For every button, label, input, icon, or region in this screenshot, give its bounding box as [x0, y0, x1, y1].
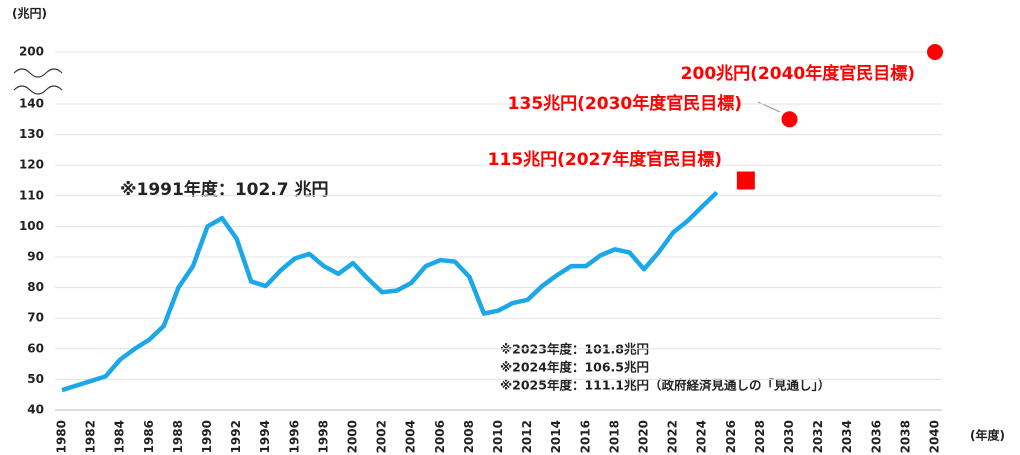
x-tick-label: 2002 — [375, 420, 389, 453]
y-tick-label: 200 — [19, 45, 44, 59]
x-tick-label: 2012 — [520, 420, 534, 453]
x-tick-label: 2006 — [433, 420, 447, 453]
x-tick-label: 1982 — [84, 420, 98, 453]
target-marker — [736, 171, 755, 190]
x-tick-label: 2014 — [549, 420, 563, 453]
x-tick-label: 2000 — [346, 420, 360, 453]
x-tick-label: 1998 — [316, 420, 330, 453]
y-tick-label: 100 — [19, 219, 44, 233]
x-tick-label: 2034 — [840, 420, 854, 453]
x-tick-label: 2028 — [753, 420, 767, 453]
y-tick-label: 110 — [19, 188, 44, 202]
x-tick-label: 2036 — [869, 420, 883, 453]
x-tick-label: 2018 — [607, 420, 621, 453]
x-tick-label: 2022 — [666, 420, 680, 453]
x-tick-label: 2016 — [578, 420, 592, 453]
y-tick-label: 40 — [27, 403, 44, 417]
x-tick-label: 2026 — [724, 420, 738, 453]
y-tick-label: 70 — [27, 311, 44, 325]
y-unit: (兆円) — [12, 6, 47, 21]
target-label: 200兆円(2040年度官民目標) — [681, 63, 915, 84]
x-tick-label: 2032 — [811, 420, 825, 453]
x-tick-label: 1994 — [258, 420, 272, 453]
y-tick-label: 120 — [19, 158, 44, 172]
series-line — [61, 190, 719, 393]
x-unit: (年度) — [970, 428, 1005, 443]
note: ※2025年度：111.1兆円（政府経済見通しの「見通し」） — [500, 378, 830, 393]
x-tick-label: 2010 — [491, 420, 505, 453]
x-tick-label: 1986 — [142, 420, 156, 453]
y-tick-label: 60 — [27, 341, 44, 355]
x-tick-label: 2038 — [898, 420, 912, 453]
x-tick-label: 1984 — [113, 420, 127, 453]
axis-break — [13, 68, 63, 78]
y-tick-label: 140 — [19, 97, 44, 111]
note: ※2024年度：106.5兆円 — [500, 360, 649, 375]
target-label: 115兆円(2027年度官民目標) — [488, 149, 722, 170]
annotation: ※1991年度：102.7 兆円 — [120, 179, 329, 200]
axis-break — [13, 85, 63, 95]
target-marker — [781, 111, 798, 128]
y-tick-label: 80 — [27, 280, 44, 294]
x-tick-label: 2020 — [637, 420, 651, 453]
x-tick-label: 1996 — [287, 420, 301, 453]
x-tick-label: 2030 — [782, 420, 796, 453]
x-tick-label: 2004 — [404, 420, 418, 453]
x-tick-label: 1980 — [55, 420, 69, 453]
target-label: 135兆円(2030年度官民目標) — [508, 93, 742, 114]
x-tick-label: 1988 — [171, 420, 185, 453]
x-tick-label: 2024 — [695, 420, 709, 453]
x-tick-label: 2040 — [928, 420, 942, 453]
target-marker — [927, 44, 943, 60]
y-tick-label: 130 — [19, 127, 44, 141]
y-tick-label: 90 — [27, 250, 44, 264]
x-tick-label: 2008 — [462, 420, 476, 453]
x-tick-label: 1992 — [229, 420, 243, 453]
y-tick-label: 50 — [27, 372, 44, 386]
x-tick-label: 1990 — [200, 420, 214, 453]
